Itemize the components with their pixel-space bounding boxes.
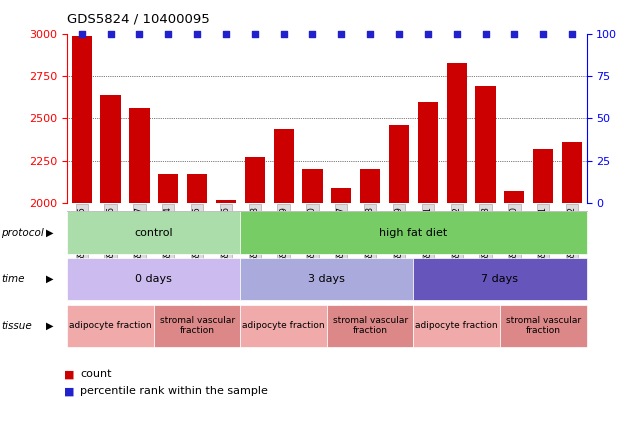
Text: 0 days: 0 days bbox=[135, 274, 172, 284]
Text: count: count bbox=[80, 369, 112, 379]
Point bbox=[105, 30, 115, 37]
Bar bbox=[187, 174, 207, 203]
Point bbox=[538, 30, 548, 37]
Point bbox=[278, 30, 288, 37]
Point bbox=[567, 30, 577, 37]
Text: GDS5824 / 10400095: GDS5824 / 10400095 bbox=[67, 13, 210, 26]
Text: ■: ■ bbox=[64, 386, 74, 396]
Text: 3 days: 3 days bbox=[308, 274, 345, 284]
Bar bbox=[447, 63, 467, 203]
Bar bbox=[476, 86, 495, 203]
Point bbox=[451, 30, 462, 37]
Bar bbox=[533, 149, 553, 203]
Bar bbox=[72, 36, 92, 203]
Text: tissue: tissue bbox=[1, 321, 32, 331]
Bar bbox=[360, 169, 380, 203]
Bar bbox=[303, 169, 322, 203]
Text: time: time bbox=[1, 274, 25, 284]
Point bbox=[481, 30, 491, 37]
Text: adipocyte fraction: adipocyte fraction bbox=[242, 321, 325, 330]
Text: stromal vascular
fraction: stromal vascular fraction bbox=[506, 316, 581, 335]
Text: 7 days: 7 days bbox=[481, 274, 519, 284]
Bar bbox=[331, 188, 351, 203]
Bar bbox=[245, 157, 265, 203]
Text: ▶: ▶ bbox=[46, 228, 54, 238]
Point bbox=[163, 30, 173, 37]
Text: protocol: protocol bbox=[1, 228, 44, 238]
Point bbox=[423, 30, 433, 37]
Text: ▶: ▶ bbox=[46, 321, 54, 331]
Bar bbox=[274, 129, 294, 203]
Bar bbox=[504, 191, 524, 203]
Bar bbox=[216, 200, 236, 203]
Point bbox=[509, 30, 519, 37]
Point bbox=[365, 30, 376, 37]
Text: percentile rank within the sample: percentile rank within the sample bbox=[80, 386, 268, 396]
Point bbox=[336, 30, 346, 37]
Point bbox=[249, 30, 260, 37]
Point bbox=[77, 30, 87, 37]
Bar bbox=[562, 142, 582, 203]
Bar bbox=[418, 102, 438, 203]
Point bbox=[394, 30, 404, 37]
Point bbox=[135, 30, 145, 37]
Text: control: control bbox=[135, 228, 173, 238]
Point bbox=[192, 30, 203, 37]
Text: ■: ■ bbox=[64, 369, 74, 379]
Point bbox=[307, 30, 317, 37]
Bar bbox=[389, 125, 409, 203]
Text: high fat diet: high fat diet bbox=[379, 228, 447, 238]
Bar bbox=[158, 174, 178, 203]
Text: stromal vascular
fraction: stromal vascular fraction bbox=[160, 316, 235, 335]
Text: adipocyte fraction: adipocyte fraction bbox=[415, 321, 498, 330]
Bar bbox=[129, 108, 149, 203]
Text: stromal vascular
fraction: stromal vascular fraction bbox=[333, 316, 408, 335]
Text: adipocyte fraction: adipocyte fraction bbox=[69, 321, 152, 330]
Point bbox=[221, 30, 231, 37]
Text: ▶: ▶ bbox=[46, 274, 54, 284]
Bar bbox=[101, 95, 121, 203]
